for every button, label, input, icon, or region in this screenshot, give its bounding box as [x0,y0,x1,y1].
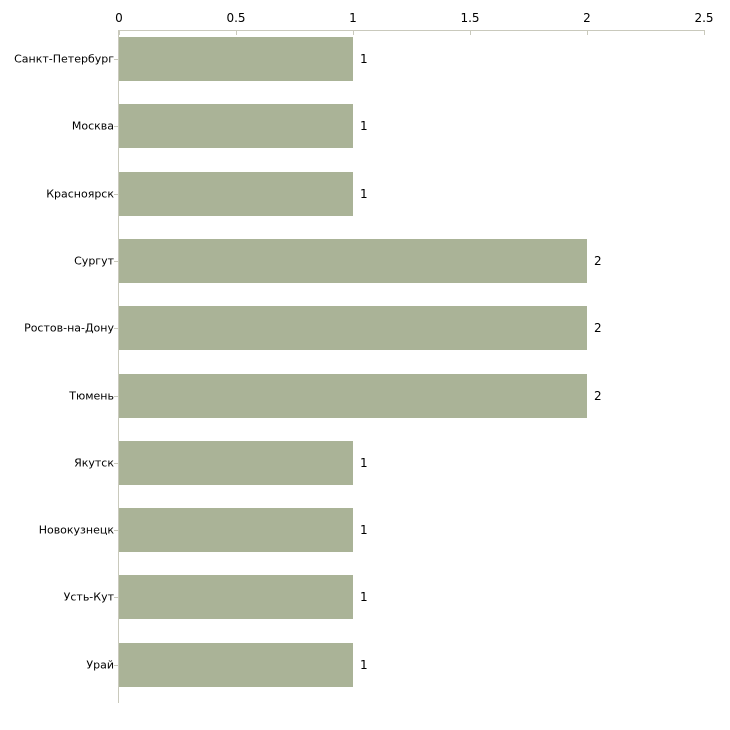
value-label: 1 [360,455,368,470]
y-axis-tick [114,261,118,262]
bar [119,440,353,485]
y-axis-tick [114,59,118,60]
bar [119,306,587,351]
category-label: Усть-Кут [63,590,114,604]
x-axis-tick [704,31,705,35]
x-axis-line [118,30,705,31]
category-label: Красноярск [46,187,114,201]
x-axis-tick [587,31,588,35]
category-label: Новокузнецк [38,523,114,537]
bar [119,171,353,216]
value-label: 2 [594,253,602,268]
bar [119,642,353,687]
value-label: 1 [360,52,368,66]
bar [119,373,587,418]
x-axis-tick-label: 2 [583,11,591,25]
category-label: Ростов-на-Дону [24,321,114,335]
value-label: 1 [360,119,368,134]
category-label: Санкт-Петербург [14,52,114,66]
x-axis-tick-label: 2.5 [694,11,714,25]
y-axis-line [118,30,119,703]
y-axis-tick [114,328,118,329]
bar [119,37,353,81]
value-label: 1 [360,657,368,672]
x-axis-tick-label: 0 [115,11,123,25]
y-axis-tick [114,396,118,397]
value-label: 2 [594,388,602,403]
x-axis-tick-label: 1 [349,11,357,25]
bar [119,575,353,620]
x-axis-tick [119,31,120,35]
x-axis-tick [236,31,237,35]
y-axis-tick [114,463,118,464]
category-label: Урай [86,658,114,672]
value-label: 1 [360,523,368,538]
value-label: 1 [360,590,368,605]
bar [119,508,353,553]
bar [119,238,587,283]
category-label: Якутск [74,456,114,470]
x-axis-tick-label: 1.5 [460,11,480,25]
x-axis-tick-label: 0.5 [226,11,246,25]
category-label: Сургут [74,254,114,268]
y-axis-tick [114,597,118,598]
x-axis-tick [353,31,354,35]
value-label: 2 [594,321,602,336]
value-label: 1 [360,186,368,201]
bar [119,104,353,149]
x-axis-tick [470,31,471,35]
y-axis-tick [114,194,118,195]
category-label: Тюмень [69,389,114,402]
y-axis-tick [114,530,118,531]
category-label: Москва [71,119,114,133]
y-axis-tick [114,665,118,666]
y-axis-tick [114,126,118,127]
